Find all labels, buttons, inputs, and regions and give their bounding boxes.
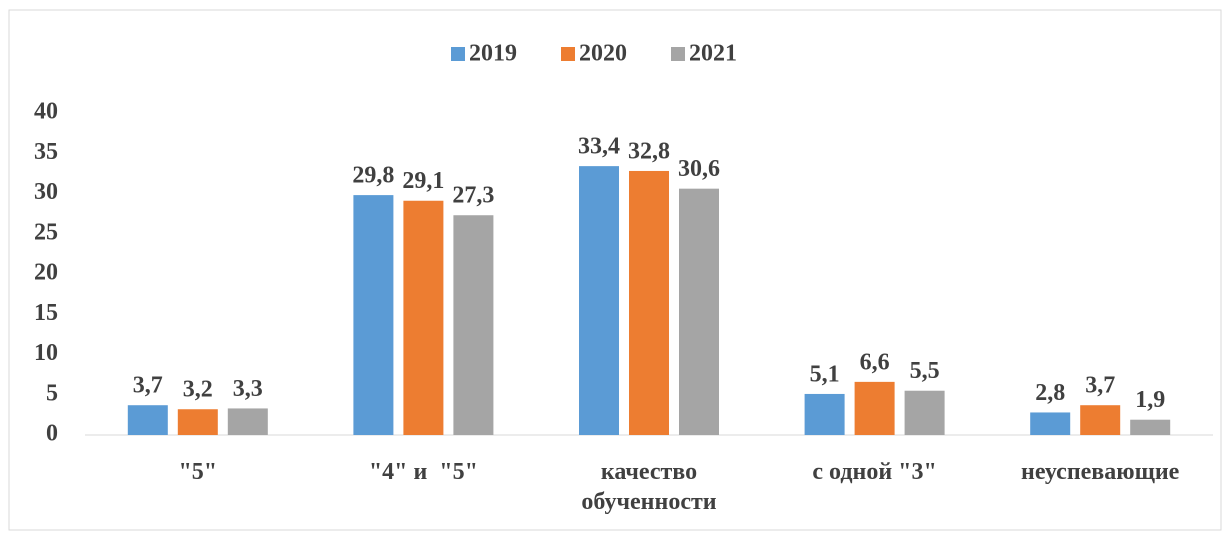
- y-tick-label: 35: [34, 139, 58, 165]
- x-tick-label: качество обученности: [581, 459, 717, 515]
- x-tick-label: неуспевающие: [1021, 459, 1180, 485]
- value-label: 5,5: [910, 358, 940, 384]
- legend-swatch: [451, 47, 465, 61]
- bar: [679, 188, 719, 435]
- bar: [579, 166, 619, 435]
- value-label: 3,3: [233, 376, 263, 402]
- value-label: 1,9: [1135, 387, 1165, 413]
- value-label: 3,7: [133, 373, 163, 399]
- bar: [904, 390, 945, 435]
- bar: [403, 200, 444, 435]
- x-tick-label: с одной "3": [812, 459, 937, 485]
- value-label: 5,1: [810, 361, 840, 387]
- bar: [227, 408, 268, 435]
- bar: [629, 170, 669, 435]
- bar: [854, 381, 895, 435]
- value-label: 33,4: [578, 134, 620, 160]
- value-label: 3,7: [1085, 373, 1115, 399]
- y-tick-label: 25: [34, 219, 58, 245]
- x-tick-label: "4" и "5": [368, 459, 478, 485]
- y-tick-label: 30: [34, 179, 58, 205]
- y-tick-label: 20: [34, 260, 58, 286]
- y-tick-label: 5: [46, 380, 58, 406]
- y-tick-label: 0: [46, 421, 58, 447]
- legend-label: 2019: [469, 41, 517, 67]
- value-label: 32,8: [628, 138, 670, 164]
- value-label: 2,8: [1035, 380, 1065, 406]
- value-label: 3,2: [183, 377, 213, 403]
- legend-swatch: [561, 47, 575, 61]
- bar: [1080, 405, 1121, 435]
- legend-label: 2020: [579, 41, 627, 67]
- bar: [353, 195, 394, 435]
- value-label: 27,3: [452, 183, 494, 209]
- legend-swatch: [671, 47, 685, 61]
- value-label: 29,8: [352, 163, 394, 189]
- y-tick-label: 10: [34, 340, 58, 366]
- bar: [177, 409, 218, 435]
- value-label: 29,1: [402, 168, 444, 194]
- legend-label: 2021: [689, 41, 737, 67]
- value-label: 30,6: [678, 156, 720, 182]
- bar: [453, 215, 494, 435]
- bar: [127, 405, 168, 435]
- bar: [804, 393, 845, 435]
- y-tick-label: 15: [34, 300, 58, 326]
- bar: [1030, 412, 1071, 435]
- value-label: 6,6: [860, 349, 890, 375]
- y-tick-label: 40: [34, 99, 58, 125]
- bar: [1130, 419, 1171, 435]
- x-tick-label: "5": [178, 459, 218, 485]
